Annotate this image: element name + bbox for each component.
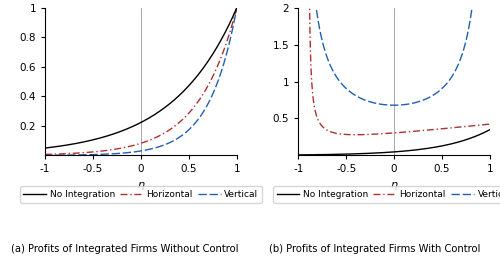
X-axis label: η: η bbox=[138, 180, 144, 190]
Legend: No Integration, Horizontal, Vertical: No Integration, Horizontal, Vertical bbox=[20, 186, 262, 203]
Legend: No Integration, Horizontal, Vertical: No Integration, Horizontal, Vertical bbox=[273, 186, 500, 203]
Text: (b) Profits of Integrated Firms With Control: (b) Profits of Integrated Firms With Con… bbox=[270, 244, 480, 254]
Text: (a) Profits of Integrated Firms Without Control: (a) Profits of Integrated Firms Without … bbox=[11, 244, 239, 254]
X-axis label: η: η bbox=[390, 180, 398, 190]
